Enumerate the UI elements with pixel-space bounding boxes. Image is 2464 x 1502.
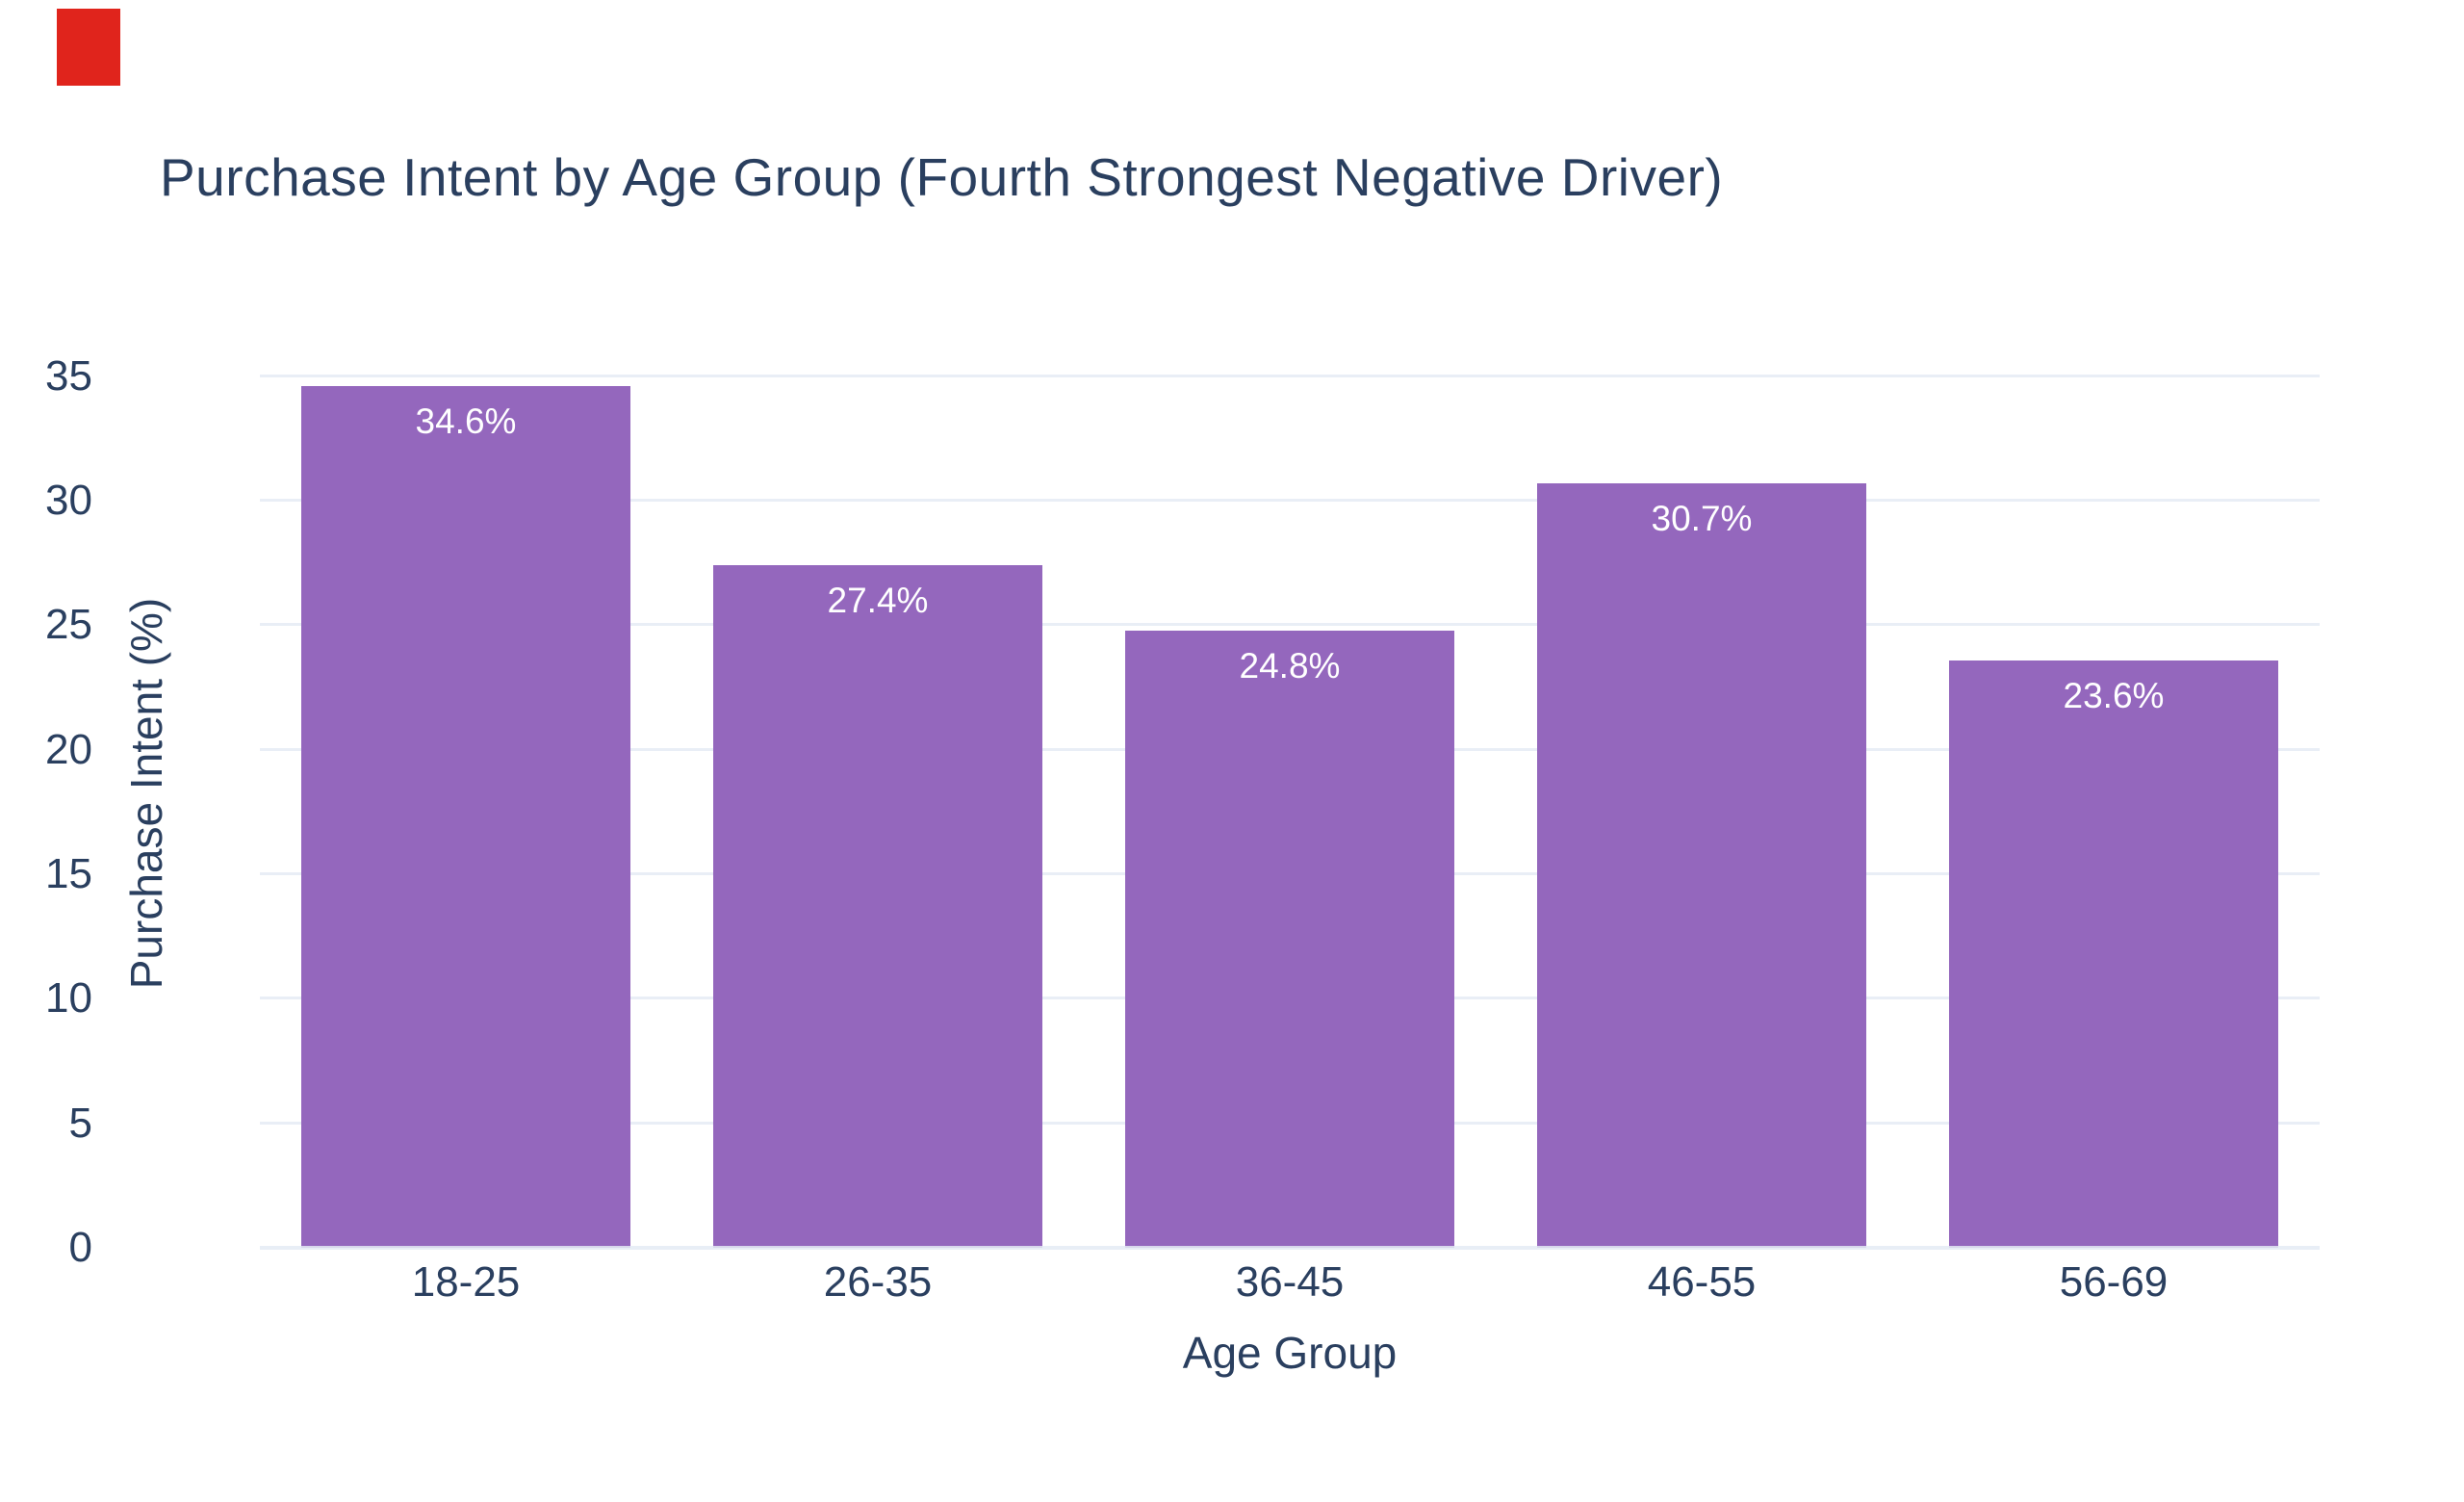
bar-value-label: 24.8% [1239,645,1341,686]
category-band: 24.8% 36-45 [1084,339,1496,1306]
bar-value-label: 27.4% [827,581,929,621]
y-gridline [260,623,2320,627]
y-tick-label: 10 [45,974,92,1023]
y-tick-label: 25 [45,601,92,649]
bar-36-45[interactable]: 24.8% [1125,630,1454,1248]
bar-18-25[interactable]: 34.6% [301,386,630,1248]
bar-value-label: 34.6% [415,401,517,442]
x-tick-label: 56-69 [2059,1258,2169,1306]
y-tick-label: 5 [68,1099,92,1147]
y-tick-label: 0 [68,1224,92,1271]
y-axis-title: Purchase Intent (%) [121,597,171,990]
bar-26-35[interactable]: 27.4% [713,565,1042,1248]
y-tick-label: 35 [45,351,92,400]
bar-value-label: 23.6% [2063,675,2165,715]
zero-line [260,1246,2320,1250]
category-band: 30.7% 46-55 [1496,339,1908,1306]
chart-title: Purchase Intent by Age Group (Fourth Str… [160,147,1724,207]
x-axis-title: Age Group [1182,1328,1398,1378]
bar-value-label: 30.7% [1651,499,1753,539]
y-gridline [260,374,2320,377]
bar-56-69[interactable]: 23.6% [1949,660,2278,1248]
category-band: 27.4% 26-35 [672,339,1084,1306]
y-tick-label: 15 [45,850,92,898]
x-tick-label: 26-35 [823,1258,933,1306]
red-marker [57,9,120,86]
y-gridline [260,499,2320,503]
category-band: 23.6% 56-69 [1908,339,2320,1306]
x-tick-label: 18-25 [411,1258,521,1306]
y-tick-label: 20 [45,725,92,773]
x-tick-label: 46-55 [1647,1258,1757,1306]
y-tick-label: 30 [45,477,92,525]
bar-46-55[interactable]: 30.7% [1537,483,1866,1248]
plot-area: 0 5 10 15 20 25 30 35 34.6% 18-25 27.4% 26-35 24.8% 3… [45,339,2320,1306]
category-band: 34.6% 18-25 [260,339,672,1306]
x-tick-label: 36-45 [1235,1258,1345,1306]
